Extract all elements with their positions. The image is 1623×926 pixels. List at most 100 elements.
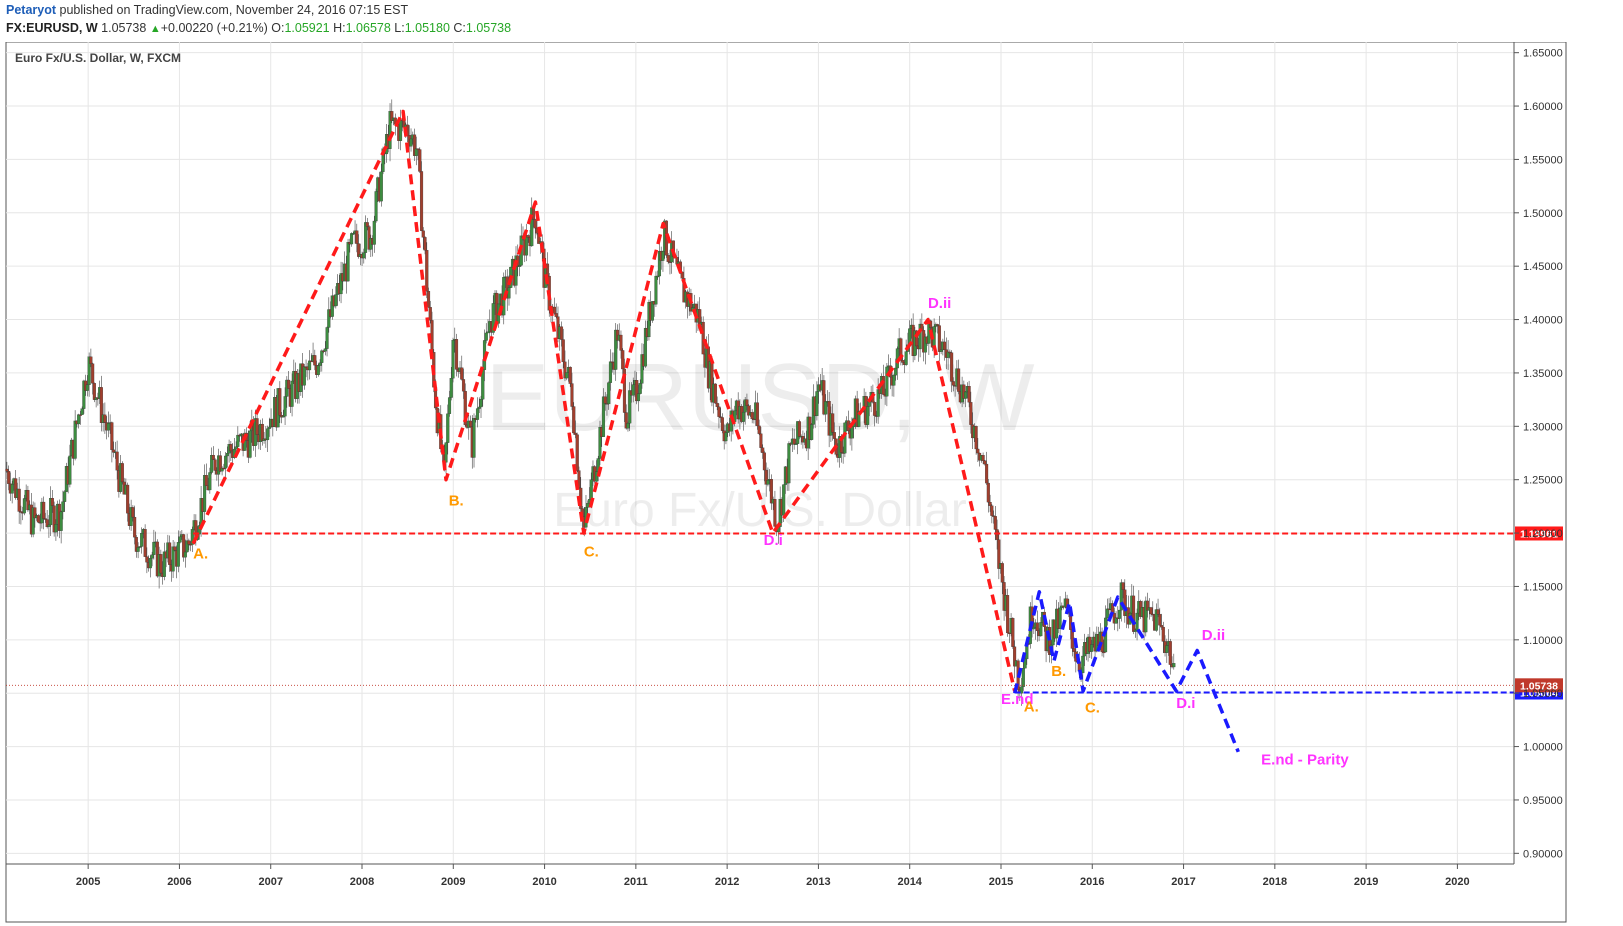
candle-body <box>745 399 749 406</box>
candle-body <box>451 340 455 379</box>
high-value: 1.06578 <box>345 21 391 35</box>
candle-body <box>621 350 625 370</box>
candle-body <box>957 368 961 392</box>
candle-body <box>997 539 1001 569</box>
candle-body <box>54 524 58 533</box>
candle-body <box>99 387 103 424</box>
price-axis[interactable]: 0.90000 0.95000 1.00000 1.05000 1.10000 1.150… <box>1513 42 1563 864</box>
author-link[interactable]: Petaryot <box>6 3 57 17</box>
candle-body <box>559 326 564 340</box>
y-tick-label: 0.95000 <box>1523 795 1563 807</box>
candle-body <box>351 233 355 235</box>
wave-label: C. <box>584 544 599 561</box>
wave-label: E.nd - Parity <box>1261 752 1349 769</box>
open-label: O: <box>271 21 285 35</box>
wave-label: B. <box>449 492 464 509</box>
y-tick-label: 1.15000 <box>1523 581 1563 593</box>
y-tick-label: 1.40000 <box>1523 315 1563 327</box>
candle-body <box>290 380 294 407</box>
candle-body <box>682 278 686 303</box>
wave-label: D.i <box>1176 695 1195 712</box>
candle-body <box>638 383 642 394</box>
candle-body <box>635 380 639 402</box>
time-axis[interactable]: 2005 2006 2007 2008 2009 2010 2011 2012 2013 2014… <box>6 863 1514 888</box>
y-tick-label: 1.60000 <box>1523 101 1563 113</box>
candle-body <box>969 402 973 425</box>
candle-body <box>218 455 222 472</box>
candle-body <box>1039 622 1043 637</box>
candle-body <box>446 413 450 443</box>
candle-body <box>943 341 947 350</box>
y-tick-label: 1.25000 <box>1523 475 1563 487</box>
symbol-label: FX:EURUSD, W <box>6 21 98 35</box>
candle-body <box>666 255 670 262</box>
x-tick-label: 2014 <box>897 876 922 888</box>
candle-body <box>974 426 978 450</box>
candle-body <box>224 455 228 469</box>
candle-body <box>755 402 759 427</box>
candle-body <box>468 420 473 428</box>
candle-body <box>741 411 745 422</box>
price-chart[interactable]: EURUSD, W Euro Fx/U.S. Dollar 1.199611.0… <box>0 42 1623 926</box>
candle-body <box>308 360 312 371</box>
candle-body <box>213 459 217 471</box>
candle-body <box>720 417 724 431</box>
candle-body <box>948 351 952 354</box>
candle-body <box>43 518 47 520</box>
candle-body <box>892 374 896 386</box>
candle-body <box>885 366 889 397</box>
candle-body <box>68 455 72 485</box>
candle-body <box>131 507 135 518</box>
publish-info: Petaryot published on TradingView.com, N… <box>6 3 408 17</box>
y-tick-label: 1.35000 <box>1523 368 1563 380</box>
candle-body <box>762 452 766 471</box>
candle-body <box>77 414 81 425</box>
candle-body <box>668 261 672 263</box>
candle-body <box>570 383 574 407</box>
candle-body <box>325 327 329 349</box>
candle-body <box>168 542 172 565</box>
candle-body <box>287 379 291 389</box>
wave-label: A. <box>193 546 208 563</box>
candle-body <box>1156 609 1160 615</box>
candle-body <box>423 237 427 251</box>
x-tick-label: 2012 <box>715 876 739 888</box>
candle-body <box>428 307 432 321</box>
candle-body <box>622 368 627 413</box>
candle-body <box>563 361 567 379</box>
candle-body <box>1145 600 1150 611</box>
candle-body <box>787 443 791 484</box>
candle-body <box>267 426 271 429</box>
candle-body <box>1088 636 1092 652</box>
candle-body <box>936 324 940 326</box>
candle-body <box>374 191 378 222</box>
candle-body <box>881 376 885 395</box>
wave-label: D.ii <box>1202 627 1225 644</box>
candle-body <box>1114 617 1118 624</box>
candle-body <box>747 405 751 416</box>
x-tick-label: 2010 <box>532 876 556 888</box>
candle-body <box>379 171 383 202</box>
candle-body <box>797 421 801 437</box>
candle-body <box>573 432 578 435</box>
candle-body <box>832 432 836 439</box>
candle-body <box>234 446 238 450</box>
candle-body <box>134 536 138 552</box>
y-tick-label: 0.90000 <box>1523 848 1563 860</box>
candle-body <box>533 219 537 229</box>
candle-body <box>112 449 116 453</box>
candle-body <box>390 111 394 121</box>
x-tick-label: 2016 <box>1080 876 1104 888</box>
candle-body <box>1121 582 1125 590</box>
candle-body <box>1133 629 1137 632</box>
candle-body <box>526 235 530 238</box>
candle-body <box>7 471 11 484</box>
chart-title: Euro Fx/U.S. Dollar, W, FXCM <box>15 51 181 65</box>
candle-body <box>425 250 429 292</box>
candle-body <box>552 306 557 314</box>
candle-body <box>150 554 154 559</box>
candle-body <box>628 390 632 424</box>
candle-body <box>1149 607 1153 615</box>
candle-body <box>409 138 413 147</box>
